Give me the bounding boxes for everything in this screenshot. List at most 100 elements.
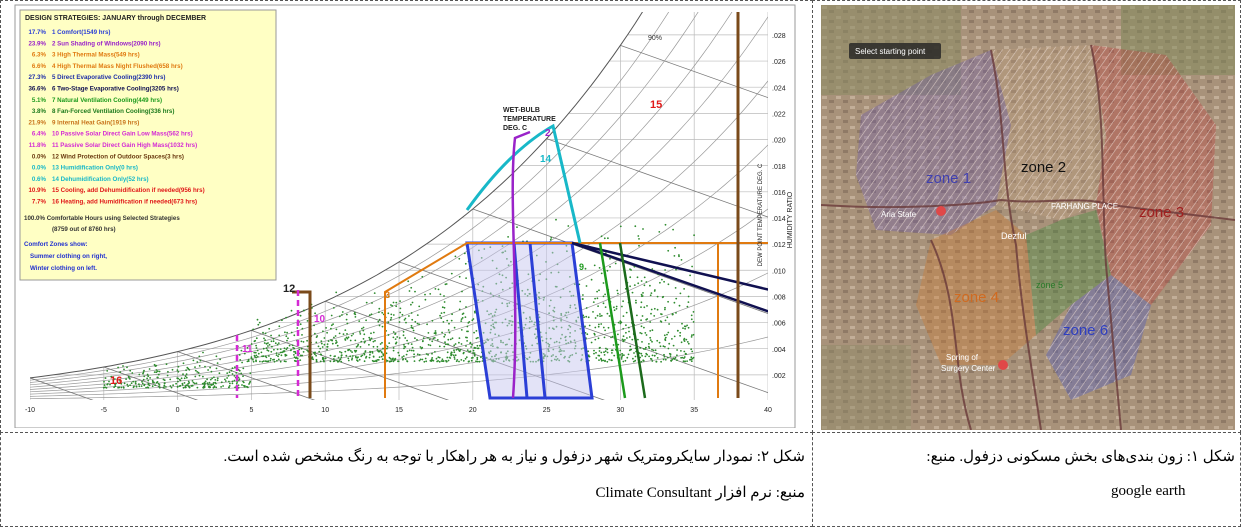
hour-dot [340, 361, 342, 363]
hour-dot [682, 327, 684, 329]
hour-dot [601, 235, 603, 237]
hour-dot [451, 273, 453, 275]
map-pin [936, 206, 946, 216]
hour-dot [325, 357, 327, 359]
hour-dot [470, 346, 472, 348]
hour-dot [159, 384, 161, 386]
hour-dot [681, 259, 683, 261]
hour-dot [236, 383, 238, 385]
hour-dot [215, 387, 217, 389]
legend-percent: 3.8% [32, 108, 47, 115]
hour-dot [681, 341, 683, 343]
wet-bulb-label: DEG. C [503, 125, 527, 132]
legend-label: 9 Internal Heat Gain(1919 hrs) [52, 119, 139, 126]
hour-dot [356, 346, 358, 348]
hour-dot [351, 359, 353, 361]
hour-dot [657, 357, 659, 359]
hour-dot [636, 315, 638, 317]
hour-dot [221, 381, 223, 383]
hour-dot [278, 353, 280, 355]
hour-dot [152, 381, 154, 383]
place-label: Surgery Center [941, 364, 996, 373]
zone-label: zone 5 [1036, 280, 1063, 290]
hour-dot [651, 349, 653, 351]
hour-dot [655, 361, 657, 363]
hour-dot [665, 224, 667, 226]
hour-dot [321, 343, 323, 345]
hour-dot [381, 312, 383, 314]
hour-dot [375, 360, 377, 362]
hour-dot [269, 360, 271, 362]
hour-dot [586, 333, 588, 335]
hour-dot [469, 343, 471, 345]
hour-dot [182, 383, 184, 385]
hour-dot [330, 328, 332, 330]
hour-dot [420, 359, 422, 361]
hour-dot [185, 385, 187, 387]
hour-dot [361, 328, 363, 330]
hour-dot [400, 308, 402, 310]
map-image: Select starting point zone 1 zone 2 zone… [821, 5, 1235, 430]
hour-dot [582, 298, 584, 300]
hour-dot [254, 340, 256, 342]
hour-dot [381, 351, 383, 353]
hour-dot [462, 313, 464, 315]
hour-dot [465, 345, 467, 347]
hour-dot [365, 319, 367, 321]
hour-dot [465, 337, 467, 339]
hour-dot [281, 319, 283, 321]
hour-dot [198, 372, 200, 374]
hour-dot [441, 360, 443, 362]
rh-label: 90% [648, 35, 662, 42]
hour-dot [693, 311, 695, 313]
hour-dot [395, 302, 397, 304]
hour-dot [422, 340, 424, 342]
hour-dot [589, 325, 591, 327]
hour-dot [586, 285, 588, 287]
hour-dot [408, 343, 410, 345]
hour-dot [327, 343, 329, 345]
hour-dot [344, 329, 346, 331]
hour-dot [463, 360, 465, 362]
hour-dot [186, 377, 188, 379]
hour-dot [466, 340, 468, 342]
hour-dot [633, 361, 635, 363]
hour-dot [214, 382, 216, 384]
hour-dot [603, 351, 605, 353]
hour-dot [339, 351, 341, 353]
hour-dot [274, 361, 276, 363]
hour-dot [374, 340, 376, 342]
hour-dot [175, 383, 177, 385]
hour-dot [645, 347, 647, 349]
hour-dot [439, 357, 441, 359]
hour-dot [387, 322, 389, 324]
hour-dot [673, 345, 675, 347]
hour-dot [449, 357, 451, 359]
hour-dot [601, 273, 603, 275]
hour-dot [602, 360, 604, 362]
hour-dot [465, 306, 467, 308]
hour-dot [199, 375, 201, 377]
hour-dot [335, 340, 337, 342]
hour-dot [661, 279, 663, 281]
y-tick-label: .022 [772, 111, 786, 118]
hour-dot [363, 353, 365, 355]
hour-dot [186, 373, 188, 375]
hour-dot [147, 387, 149, 389]
hour-dot [340, 358, 342, 360]
hour-dot [613, 306, 615, 308]
hour-dot [326, 332, 328, 334]
hour-dot [177, 369, 179, 371]
hour-dot [232, 367, 234, 369]
hour-dot [390, 314, 392, 316]
hour-dot [443, 321, 445, 323]
hour-dot [359, 359, 361, 361]
hour-dot [216, 368, 218, 370]
hour-dot [255, 345, 257, 347]
y-tick-label: .018 [772, 164, 786, 171]
hour-dot [648, 356, 650, 358]
hour-dot [672, 313, 674, 315]
hour-dot [242, 381, 244, 383]
caption-left-line1: شکل ۲: نمودار سایکرومتریک شهر دزفول و نی… [223, 447, 805, 466]
